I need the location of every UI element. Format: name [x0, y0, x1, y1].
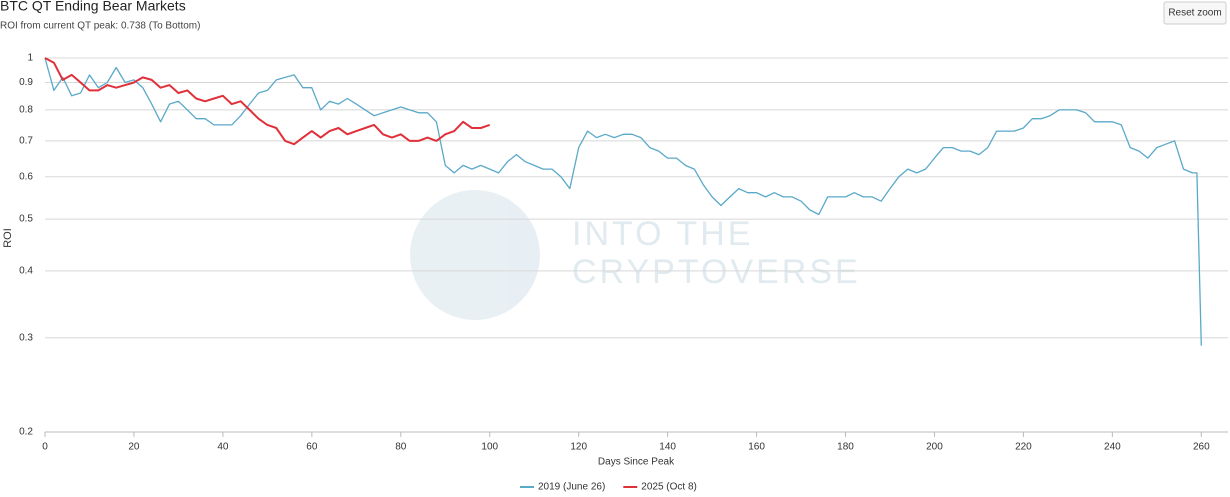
chart-subtitle: ROI from current QT peak: 0.738 (To Bott…	[0, 21, 200, 32]
reset-button[interactable]: Reset zoom	[1163, 1, 1227, 25]
x-tick-label: 160	[748, 442, 765, 453]
x-tick-label: 120	[570, 442, 587, 453]
chart-title: BTC QT Ending Bear Markets	[0, 0, 186, 14]
x-tick-label: 180	[837, 442, 854, 453]
y-tick-label: 0.5	[19, 214, 33, 225]
button-label[interactable]: Reset zoom	[1168, 8, 1221, 19]
watermark-text: CRYPTOVERSE	[572, 253, 861, 291]
y-tick-label: 0.3	[19, 332, 33, 343]
button-frame[interactable]	[1163, 1, 1227, 25]
legend-label: 2025 (Oct 8)	[641, 482, 697, 492]
x-tick-label: 240	[1104, 442, 1121, 453]
x-tick-label: 60	[306, 442, 318, 453]
x-tick-label: 80	[395, 442, 407, 453]
y-tick-label: 0.4	[19, 266, 33, 277]
x-tick-label: 0	[42, 442, 48, 453]
y-axis-label: ROI	[2, 228, 14, 248]
watermark-text: INTO THE	[572, 215, 753, 253]
x-tick-label: 40	[217, 442, 229, 453]
x-tick-label: 100	[481, 442, 498, 453]
x-tick-label: 140	[659, 442, 676, 453]
y-tick-label: 0.7	[19, 136, 33, 147]
x-tick-label: 20	[128, 442, 140, 453]
legend: 2019 (June 26) 2025 (Oct 8)	[520, 482, 697, 493]
x-tick-label: 260	[1193, 442, 1210, 453]
series-line	[44, 57, 491, 146]
x-axis-label: Days Since Peak	[598, 457, 675, 468]
x-tick-label: 220	[1015, 442, 1032, 453]
watermark: INTO THE CRYPTOVERSE	[410, 190, 861, 320]
y-tick-label: 0.9	[19, 77, 33, 88]
y-tick-label: 0.8	[19, 104, 33, 115]
legend-label: 2019 (June 26)	[538, 482, 605, 492]
series-line	[44, 57, 1202, 346]
y-tick-label: 1	[27, 53, 33, 64]
y-tick-label: 0.2	[19, 427, 33, 438]
x-tick-label: 200	[926, 442, 943, 453]
y-tick-label: 0.6	[19, 171, 33, 182]
watermark-logo	[410, 190, 540, 320]
